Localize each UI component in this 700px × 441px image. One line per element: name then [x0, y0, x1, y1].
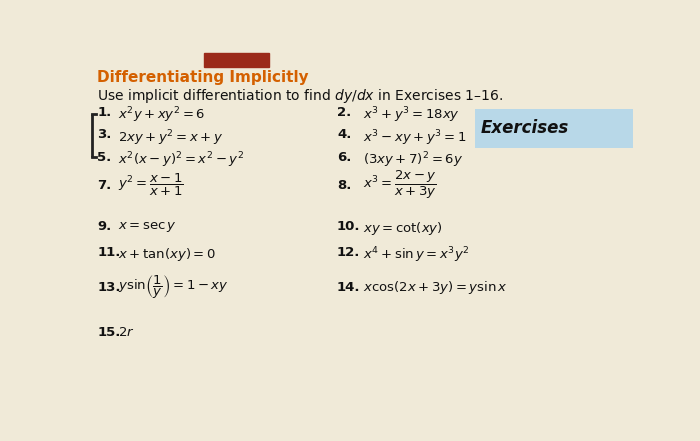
- Text: 11.: 11.: [97, 246, 120, 259]
- Text: $x^2y + xy^2 = 6$: $x^2y + xy^2 = 6$: [118, 105, 205, 125]
- Text: Exercises: Exercises: [481, 120, 569, 138]
- Text: 10.: 10.: [337, 220, 360, 233]
- Text: 4.: 4.: [337, 128, 351, 141]
- Text: $x^2(x - y)^2 = x^2 - y^2$: $x^2(x - y)^2 = x^2 - y^2$: [118, 151, 244, 170]
- Text: $x^4 + \sin y = x^3y^2$: $x^4 + \sin y = x^3y^2$: [363, 246, 470, 265]
- Text: 5.: 5.: [97, 151, 111, 164]
- Text: $2xy + y^2 = x + y$: $2xy + y^2 = x + y$: [118, 128, 223, 148]
- Text: 9.: 9.: [97, 220, 111, 233]
- Text: $xy = \cot(xy)$: $xy = \cot(xy)$: [363, 220, 443, 237]
- Text: Use implicit differentiation to find $dy/dx$ in Exercises 1–16.: Use implicit differentiation to find $dy…: [97, 87, 503, 105]
- Text: $x^3 = \dfrac{2x - y}{x + 3y}$: $x^3 = \dfrac{2x - y}{x + 3y}$: [363, 169, 437, 202]
- Text: $y\sin\!\left(\dfrac{1}{y}\right) = 1 - xy$: $y\sin\!\left(\dfrac{1}{y}\right) = 1 - …: [118, 274, 229, 301]
- Text: 8.: 8.: [337, 179, 351, 192]
- Text: $x = \sec y$: $x = \sec y$: [118, 220, 177, 234]
- Text: 12.: 12.: [337, 246, 360, 259]
- Text: $x^3 - xy + y^3 = 1$: $x^3 - xy + y^3 = 1$: [363, 128, 466, 148]
- Text: $x\cos(2x + 3y) = y\sin x$: $x\cos(2x + 3y) = y\sin x$: [363, 279, 508, 296]
- Text: $y^2 = \dfrac{x-1}{x+1}$: $y^2 = \dfrac{x-1}{x+1}$: [118, 172, 183, 198]
- Text: 6.: 6.: [337, 151, 351, 164]
- Bar: [204, 53, 270, 67]
- FancyBboxPatch shape: [475, 109, 633, 148]
- Text: $(3xy + 7)^2 = 6y$: $(3xy + 7)^2 = 6y$: [363, 151, 463, 170]
- Text: $2r$: $2r$: [118, 326, 134, 339]
- Text: 7.: 7.: [97, 179, 111, 192]
- Text: 1.: 1.: [97, 105, 111, 119]
- Text: 13.: 13.: [97, 281, 121, 294]
- Text: 14.: 14.: [337, 281, 360, 294]
- Text: 3.: 3.: [97, 128, 111, 141]
- Text: 15.: 15.: [97, 326, 120, 339]
- Text: $x^3 + y^3 = 18xy$: $x^3 + y^3 = 18xy$: [363, 105, 460, 125]
- Text: $x + \tan(xy) = 0$: $x + \tan(xy) = 0$: [118, 246, 216, 263]
- Text: 2.: 2.: [337, 105, 351, 119]
- Text: Differentiating Implicitly: Differentiating Implicitly: [97, 70, 309, 85]
